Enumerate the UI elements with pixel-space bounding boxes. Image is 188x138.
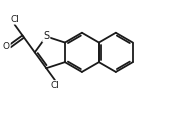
Text: Cl: Cl — [51, 81, 59, 90]
Text: O: O — [3, 42, 10, 51]
Text: S: S — [43, 31, 49, 42]
Text: Cl: Cl — [10, 15, 19, 24]
